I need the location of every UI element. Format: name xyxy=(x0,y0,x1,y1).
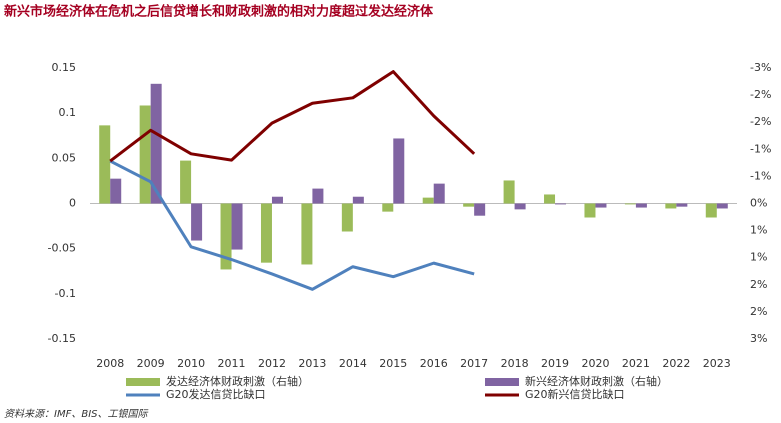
bar xyxy=(474,203,486,216)
line-series xyxy=(109,70,476,163)
y2-tick-label: -3% xyxy=(750,61,771,74)
y2-tick-label: 3% xyxy=(750,332,767,345)
bar xyxy=(433,183,445,204)
legend-swatch xyxy=(485,378,519,386)
x-tick-label: 2015 xyxy=(379,357,407,370)
y2-tick-label: 1% xyxy=(750,251,767,264)
bar xyxy=(503,180,515,204)
x-tick-label: 2013 xyxy=(298,357,326,370)
y-tick-label: -0.15 xyxy=(48,332,76,345)
legend-label: 新兴经济体财政刺激（右轴） xyxy=(525,374,668,388)
bar xyxy=(676,203,688,207)
bar xyxy=(555,203,567,205)
source-note: 资料来源：IMF、BIS、工银国际 xyxy=(4,408,148,420)
bar xyxy=(139,105,151,204)
y2-tick-label: -2% xyxy=(750,88,771,101)
bar xyxy=(716,203,728,209)
bar xyxy=(352,196,364,204)
y2-tick-label: -2% xyxy=(750,115,771,128)
bar xyxy=(180,160,192,204)
bar xyxy=(271,196,283,204)
bar xyxy=(514,203,526,210)
x-tick-label: 2018 xyxy=(501,357,529,370)
bar xyxy=(231,203,243,250)
bar xyxy=(191,203,203,241)
y-tick-label: 0 xyxy=(69,197,76,210)
bar xyxy=(99,125,111,204)
x-tick-label: 2016 xyxy=(420,357,448,370)
x-tick-label: 2021 xyxy=(622,357,650,370)
x-tick-label: 2020 xyxy=(581,357,609,370)
x-tick-label: 2009 xyxy=(137,357,165,370)
x-tick-label: 2019 xyxy=(541,357,569,370)
bar xyxy=(584,203,596,218)
x-tick-label: 2014 xyxy=(339,357,367,370)
bar xyxy=(624,203,636,205)
y-tick-label: 0.05 xyxy=(52,151,77,164)
bar xyxy=(110,178,122,204)
y2-tick-label: -1% xyxy=(750,169,771,182)
bar xyxy=(705,203,717,218)
bar xyxy=(463,203,475,207)
x-tick-label: 2008 xyxy=(96,357,124,370)
y2-tick-label: 0% xyxy=(750,197,767,210)
x-tick-label: 2023 xyxy=(703,357,731,370)
legend-swatch xyxy=(126,378,160,386)
legend-label: G20发达信贷比缺口 xyxy=(166,387,266,401)
x-tick-label: 2010 xyxy=(177,357,205,370)
legend-label: G20新兴信贷比缺口 xyxy=(525,387,625,401)
x-tick-label: 2017 xyxy=(460,357,488,370)
bar xyxy=(422,197,434,204)
bar xyxy=(301,203,313,265)
y-tick-label: 0.15 xyxy=(52,61,77,74)
y2-tick-label: 2% xyxy=(750,278,767,291)
y2-tick-label: 2% xyxy=(750,305,767,318)
bar xyxy=(382,203,394,212)
y-tick-label: -0.05 xyxy=(48,242,76,255)
bar xyxy=(150,83,162,204)
y-tick-label: -0.1 xyxy=(55,287,76,300)
x-tick-label: 2022 xyxy=(662,357,690,370)
bar xyxy=(595,203,607,208)
chart-title: 新兴市场经济体在危机之后信贷增长和财政刺激的相对力度超过发达经济体 xyxy=(4,4,434,20)
bar xyxy=(260,203,272,263)
y2-tick-label: 1% xyxy=(750,224,767,237)
x-tick-label: 2011 xyxy=(218,357,246,370)
x-tick-label: 2012 xyxy=(258,357,286,370)
bar xyxy=(312,188,324,204)
y-tick-label: 0.1 xyxy=(59,106,77,119)
bar xyxy=(393,138,405,204)
bar xyxy=(341,203,353,232)
bar xyxy=(665,203,677,209)
bar xyxy=(220,203,232,270)
line-series xyxy=(109,159,475,291)
y2-tick-label: -1% xyxy=(750,142,771,155)
bar xyxy=(635,203,647,208)
legend-label: 发达经济体财政刺激（右轴） xyxy=(166,374,309,388)
bar xyxy=(544,194,556,204)
